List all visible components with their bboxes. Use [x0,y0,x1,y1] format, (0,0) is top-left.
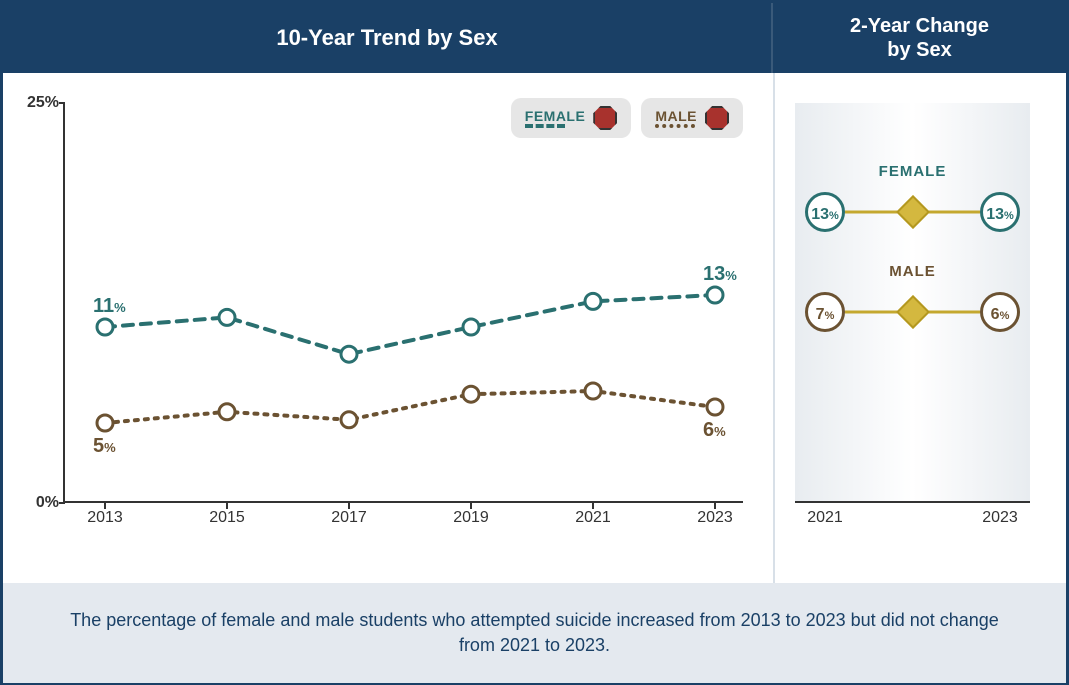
footer-bar: The percentage of female and male studen… [3,583,1066,683]
male-marker [463,386,479,402]
male-marker [341,412,357,428]
x-tick-label: 2021 [575,509,611,527]
change-female-2023: 13% [980,192,1020,232]
footer-text: The percentage of female and male studen… [63,608,1006,658]
y-tick-label: 0% [36,494,59,512]
male-marker [585,383,601,399]
header-right-panel: 2-Year Changeby Sex [773,3,1066,73]
header-bar: 10-Year Trend by Sex 2-Year Changeby Sex [3,3,1066,73]
trend-lines-svg [65,103,743,501]
change-male-row: 7% 6% [795,292,1030,332]
chart-container: 10-Year Trend by Sex 2-Year Changeby Sex… [0,0,1069,685]
data-point-label: 11% [93,295,126,318]
change-group-female: FEMALE 13% 13% [795,163,1030,232]
trend-plot-area: FEMALE MALE 0%25%201320152017201 [63,103,743,503]
x-tick-label: 2023 [697,509,733,527]
male-marker [707,399,723,415]
x-tick-label: 2019 [453,509,489,527]
x-tick-label: 2017 [331,509,367,527]
change-group-male: MALE 7% 6% [795,263,1030,332]
change-plot-area: FEMALE 13% 13% MALE [795,103,1030,503]
female-marker [585,293,601,309]
y-tick-label: 25% [27,94,59,112]
change-x-label: 2023 [982,509,1018,527]
trend-chart-panel: FEMALE MALE 0%25%201320152017201 [3,73,773,583]
male-marker [219,404,235,420]
x-tick-label: 2015 [209,509,245,527]
x-tick-label: 2013 [87,509,123,527]
female-marker [463,319,479,335]
change-female-label: FEMALE [795,163,1030,180]
male-marker [97,415,113,431]
change-chart-panel: FEMALE 13% 13% MALE [773,73,1066,583]
trend-title: 10-Year Trend by Sex [276,25,497,51]
female-marker [707,287,723,303]
change-male-2021: 7% [805,292,845,332]
change-title: 2-Year Changeby Sex [850,14,989,62]
header-left-panel: 10-Year Trend by Sex [3,3,773,73]
change-female-2021: 13% [805,192,845,232]
female-marker [341,346,357,362]
change-male-2023: 6% [980,292,1020,332]
change-male-label: MALE [795,263,1030,280]
diamond-icon [896,195,930,229]
body-area: FEMALE MALE 0%25%201320152017201 [3,73,1066,583]
female-line [105,295,715,354]
female-marker [219,309,235,325]
male-line [105,391,715,423]
change-x-label: 2021 [807,509,843,527]
data-point-label: 5% [93,435,116,458]
data-point-label: 13% [703,263,737,286]
female-marker [97,319,113,335]
data-point-label: 6% [703,419,726,442]
change-female-row: 13% 13% [795,192,1030,232]
diamond-icon [896,295,930,329]
